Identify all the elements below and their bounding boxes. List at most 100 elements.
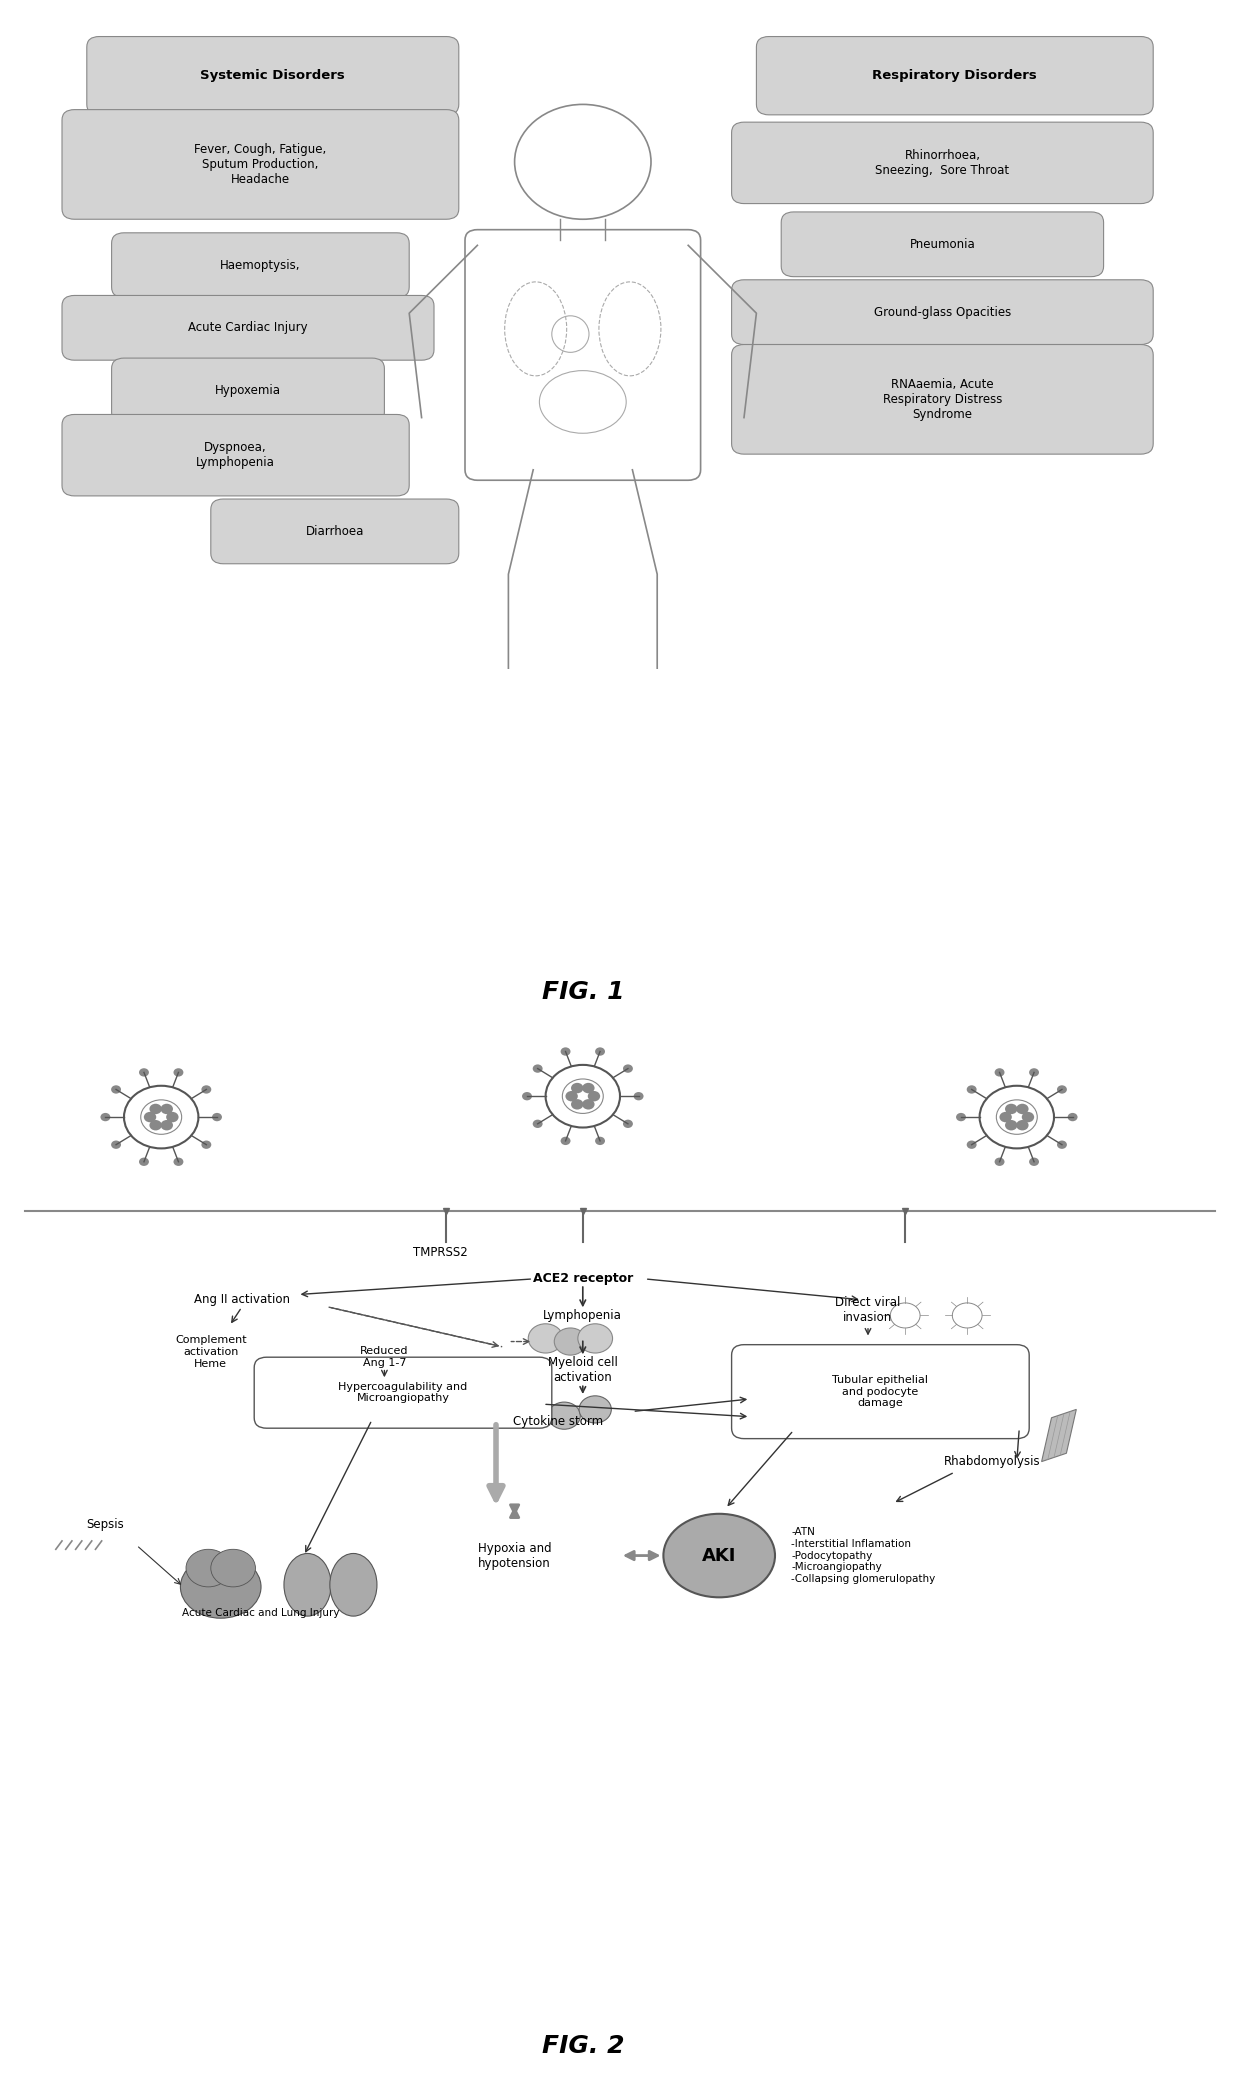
Text: Ground-glass Opacities: Ground-glass Opacities (874, 305, 1011, 319)
Text: Complement
activation
Heme: Complement activation Heme (175, 1336, 247, 1368)
Circle shape (161, 1119, 172, 1130)
Text: Fever, Cough, Fatigue,
Sputum Production,
Headache: Fever, Cough, Fatigue, Sputum Production… (195, 142, 326, 186)
Text: Rhinorrhoea,
Sneezing,  Sore Throat: Rhinorrhoea, Sneezing, Sore Throat (875, 148, 1009, 177)
FancyBboxPatch shape (756, 38, 1153, 115)
Circle shape (1056, 1140, 1066, 1148)
Circle shape (112, 1086, 122, 1094)
Polygon shape (1042, 1409, 1076, 1462)
Circle shape (139, 1069, 149, 1077)
Circle shape (174, 1157, 184, 1165)
Circle shape (956, 1113, 966, 1121)
Circle shape (579, 1395, 611, 1424)
Circle shape (144, 1111, 156, 1123)
Text: Pneumonia: Pneumonia (909, 238, 976, 251)
Circle shape (1016, 1105, 1028, 1115)
Text: Hypercoagulability and
Microangiopathy: Hypercoagulability and Microangiopathy (339, 1382, 467, 1403)
Circle shape (622, 1065, 632, 1073)
Circle shape (174, 1069, 184, 1077)
Circle shape (560, 1048, 570, 1057)
Circle shape (139, 1157, 149, 1165)
Circle shape (588, 1090, 600, 1102)
Text: Haemoptysis,: Haemoptysis, (221, 259, 300, 271)
Text: Hypoxemia: Hypoxemia (215, 384, 281, 397)
Circle shape (634, 1092, 644, 1100)
Circle shape (1004, 1119, 1017, 1130)
Circle shape (533, 1065, 543, 1073)
Circle shape (1004, 1105, 1017, 1115)
Circle shape (201, 1140, 211, 1148)
Text: -ATN
-Interstitial Inflamation
-Podocytopathy
-Microangiopathy
-Collapsing glome: -ATN -Interstitial Inflamation -Podocyto… (791, 1526, 935, 1585)
Text: Ang II activation: Ang II activation (193, 1292, 290, 1307)
Circle shape (517, 1395, 549, 1424)
Circle shape (570, 1098, 584, 1109)
Text: Cytokine storm: Cytokine storm (513, 1416, 603, 1428)
Ellipse shape (663, 1514, 775, 1597)
Circle shape (578, 1324, 613, 1353)
Text: Reduced
Ang 1-7: Reduced Ang 1-7 (360, 1347, 409, 1368)
Text: FIG. 1: FIG. 1 (542, 979, 624, 1004)
Text: Lymphopenia: Lymphopenia (543, 1309, 622, 1322)
Circle shape (1029, 1069, 1039, 1077)
FancyBboxPatch shape (112, 234, 409, 299)
Circle shape (533, 1119, 543, 1128)
Circle shape (161, 1105, 172, 1115)
Text: Tubular epithelial
and podocyte
damage: Tubular epithelial and podocyte damage (832, 1376, 929, 1407)
FancyBboxPatch shape (254, 1357, 552, 1428)
Text: ACE2 receptor: ACE2 receptor (533, 1272, 632, 1286)
Circle shape (548, 1403, 580, 1428)
Circle shape (1022, 1111, 1034, 1123)
Circle shape (595, 1048, 605, 1057)
Circle shape (1029, 1157, 1039, 1165)
Circle shape (583, 1098, 595, 1109)
Circle shape (595, 1136, 605, 1144)
Circle shape (186, 1549, 231, 1587)
FancyBboxPatch shape (732, 345, 1153, 455)
FancyBboxPatch shape (62, 294, 434, 359)
Text: AKI: AKI (702, 1547, 737, 1564)
FancyBboxPatch shape (62, 416, 409, 497)
Text: Direct viral
invasion: Direct viral invasion (836, 1297, 900, 1324)
FancyBboxPatch shape (732, 123, 1153, 205)
Text: Systemic Disorders: Systemic Disorders (201, 69, 345, 81)
Ellipse shape (330, 1553, 377, 1616)
Text: Hypoxia and
hypotension: Hypoxia and hypotension (477, 1541, 552, 1570)
Circle shape (967, 1086, 977, 1094)
Circle shape (994, 1069, 1004, 1077)
Circle shape (150, 1105, 161, 1115)
FancyBboxPatch shape (112, 359, 384, 424)
FancyBboxPatch shape (781, 213, 1104, 276)
Text: Sepsis: Sepsis (87, 1518, 124, 1531)
Text: TMPRSS2: TMPRSS2 (413, 1247, 467, 1259)
Circle shape (583, 1084, 595, 1094)
FancyBboxPatch shape (211, 499, 459, 564)
FancyBboxPatch shape (732, 1345, 1029, 1439)
Circle shape (967, 1140, 977, 1148)
Circle shape (166, 1111, 179, 1123)
Circle shape (100, 1113, 110, 1121)
Circle shape (1068, 1113, 1078, 1121)
Text: Acute Cardiac and Lung Injury: Acute Cardiac and Lung Injury (181, 1608, 340, 1618)
Ellipse shape (181, 1556, 260, 1618)
Text: RNAaemia, Acute
Respiratory Distress
Syndrome: RNAaemia, Acute Respiratory Distress Syn… (883, 378, 1002, 422)
Ellipse shape (284, 1553, 331, 1616)
FancyBboxPatch shape (732, 280, 1153, 345)
Text: Diarrhoea: Diarrhoea (305, 524, 365, 539)
Circle shape (528, 1324, 563, 1353)
FancyBboxPatch shape (87, 38, 459, 115)
Circle shape (211, 1549, 255, 1587)
Circle shape (522, 1092, 532, 1100)
Circle shape (560, 1136, 570, 1144)
Circle shape (999, 1111, 1012, 1123)
Text: Acute Cardiac Injury: Acute Cardiac Injury (188, 322, 308, 334)
Circle shape (565, 1090, 578, 1102)
Text: Dyspnoea,
Lymphopenia: Dyspnoea, Lymphopenia (196, 441, 275, 470)
Text: FIG. 2: FIG. 2 (542, 2034, 624, 2059)
Circle shape (212, 1113, 222, 1121)
Circle shape (554, 1328, 587, 1355)
Circle shape (201, 1086, 211, 1094)
Circle shape (112, 1140, 122, 1148)
Circle shape (1056, 1086, 1066, 1094)
Circle shape (622, 1119, 632, 1128)
Text: Rhabdomyolysis: Rhabdomyolysis (944, 1455, 1040, 1468)
Circle shape (150, 1119, 161, 1130)
